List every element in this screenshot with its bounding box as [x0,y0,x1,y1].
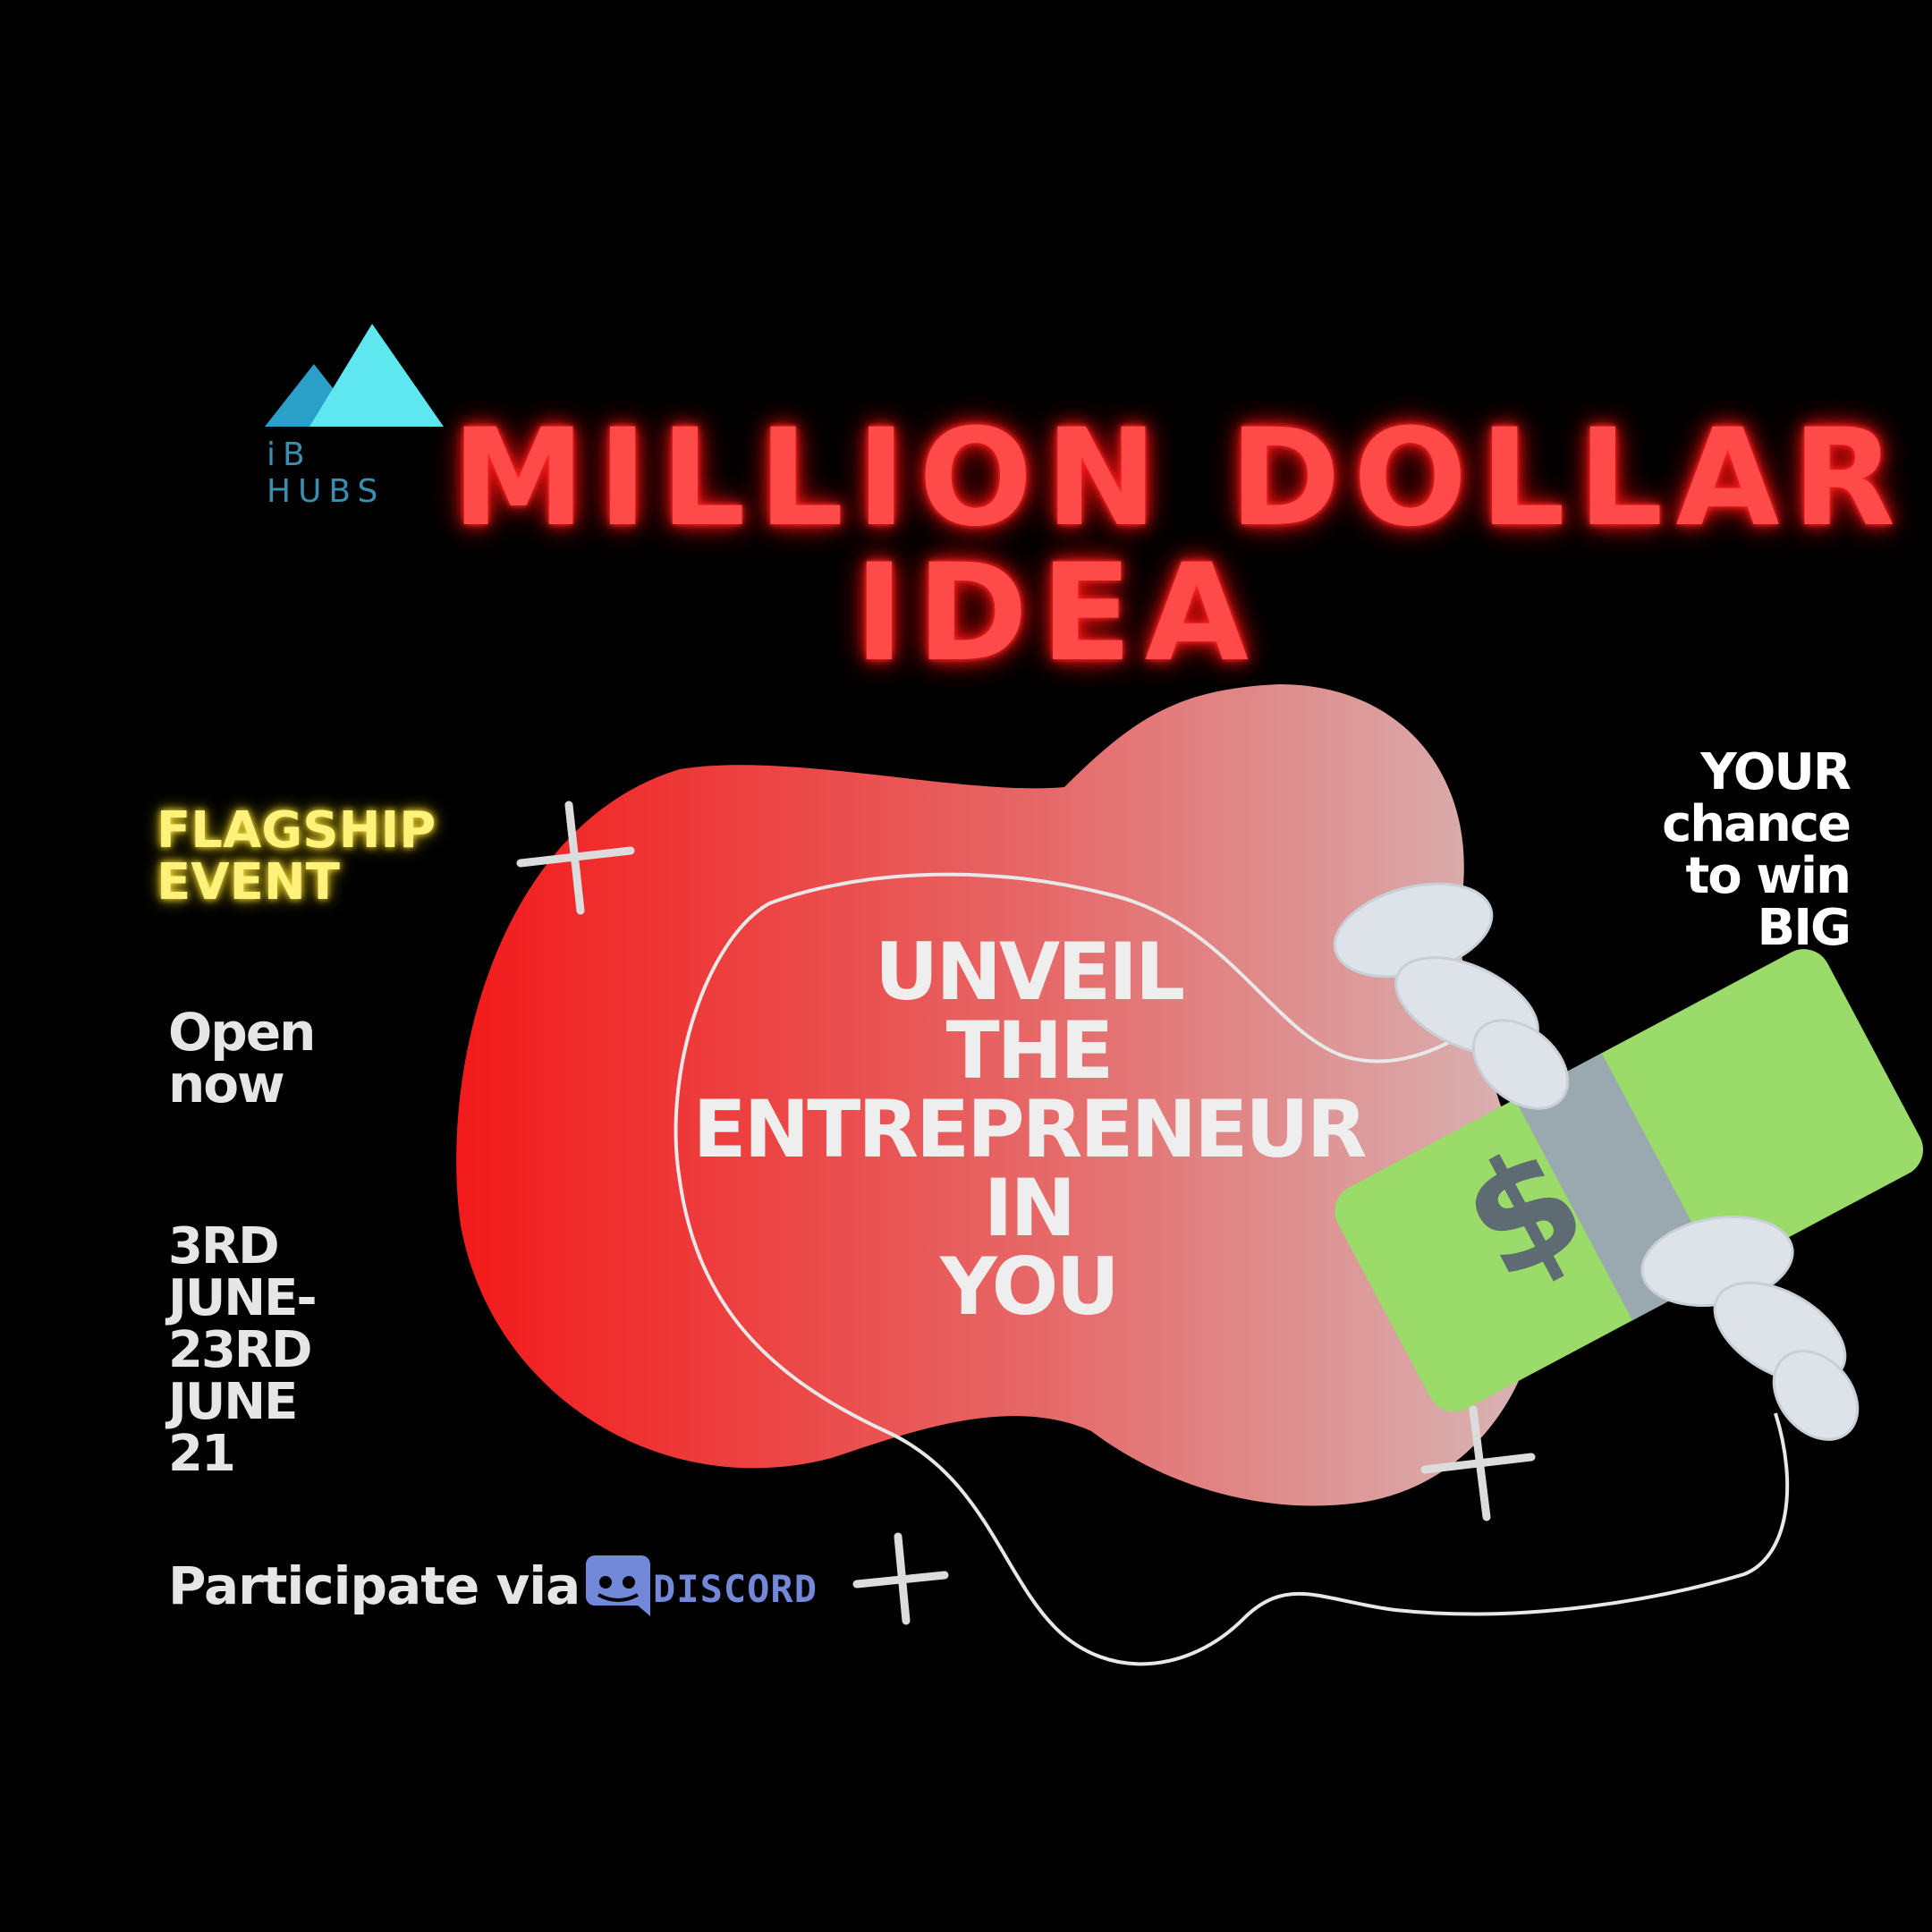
date-line: JUNE [168,1373,298,1431]
headline: UNVEIL THE ENTREPRENEUR IN YOU [644,933,1413,1326]
wing-icon [1333,882,1570,1110]
money-bill-icon: $ [1335,949,1924,1412]
date-line: 3RD [168,1217,280,1275]
plus-icon [1420,1405,1536,1521]
wing-icon [1640,1215,1860,1441]
chance-line: to win [1685,847,1852,905]
flagship-line: EVENT [157,853,340,911]
headline-line: THE [945,1004,1114,1097]
date-line: JUNE- [168,1269,318,1327]
discord-label: DISCORD [653,1567,818,1611]
date-line: 23RD [168,1321,313,1379]
flagship-event: FLAGSHIP EVENT [157,805,436,909]
gradient-blob [456,684,1542,1506]
title-line-2: IDEA [854,536,1261,691]
headline-line: YOU [940,1241,1120,1333]
chance-line: BIG [1757,899,1852,957]
flagship-line: FLAGSHIP [157,801,436,860]
flowing-line [674,902,1790,1666]
chance-line: YOUR [1700,743,1852,801]
plus-icon [516,801,635,915]
participate-text: Participate via [168,1555,580,1616]
title-line-1: MILLION DOLLAR [452,401,1909,556]
discord-icon[interactable] [579,1548,831,1625]
plus-icon [852,1532,949,1625]
chance-to-win: YOUR chance to win BIG [1662,743,1852,957]
headline-line: ENTREPRENEUR [692,1083,1367,1175]
flowing-line-upper [768,872,1487,1063]
date-line: 21 [168,1425,236,1483]
headline-line: UNVEIL [874,926,1185,1018]
chance-line: chance [1662,795,1852,853]
ib-hubs-logo [265,324,444,427]
open-now: Open now [168,1002,316,1114]
open-now-line: Open [168,1002,316,1063]
event-dates: 3RD JUNE- 23RD JUNE 21 [168,1217,318,1483]
open-now-line: now [168,1054,285,1114]
headline-line: IN [983,1162,1076,1254]
logo-text: iB HUBS [267,436,386,510]
